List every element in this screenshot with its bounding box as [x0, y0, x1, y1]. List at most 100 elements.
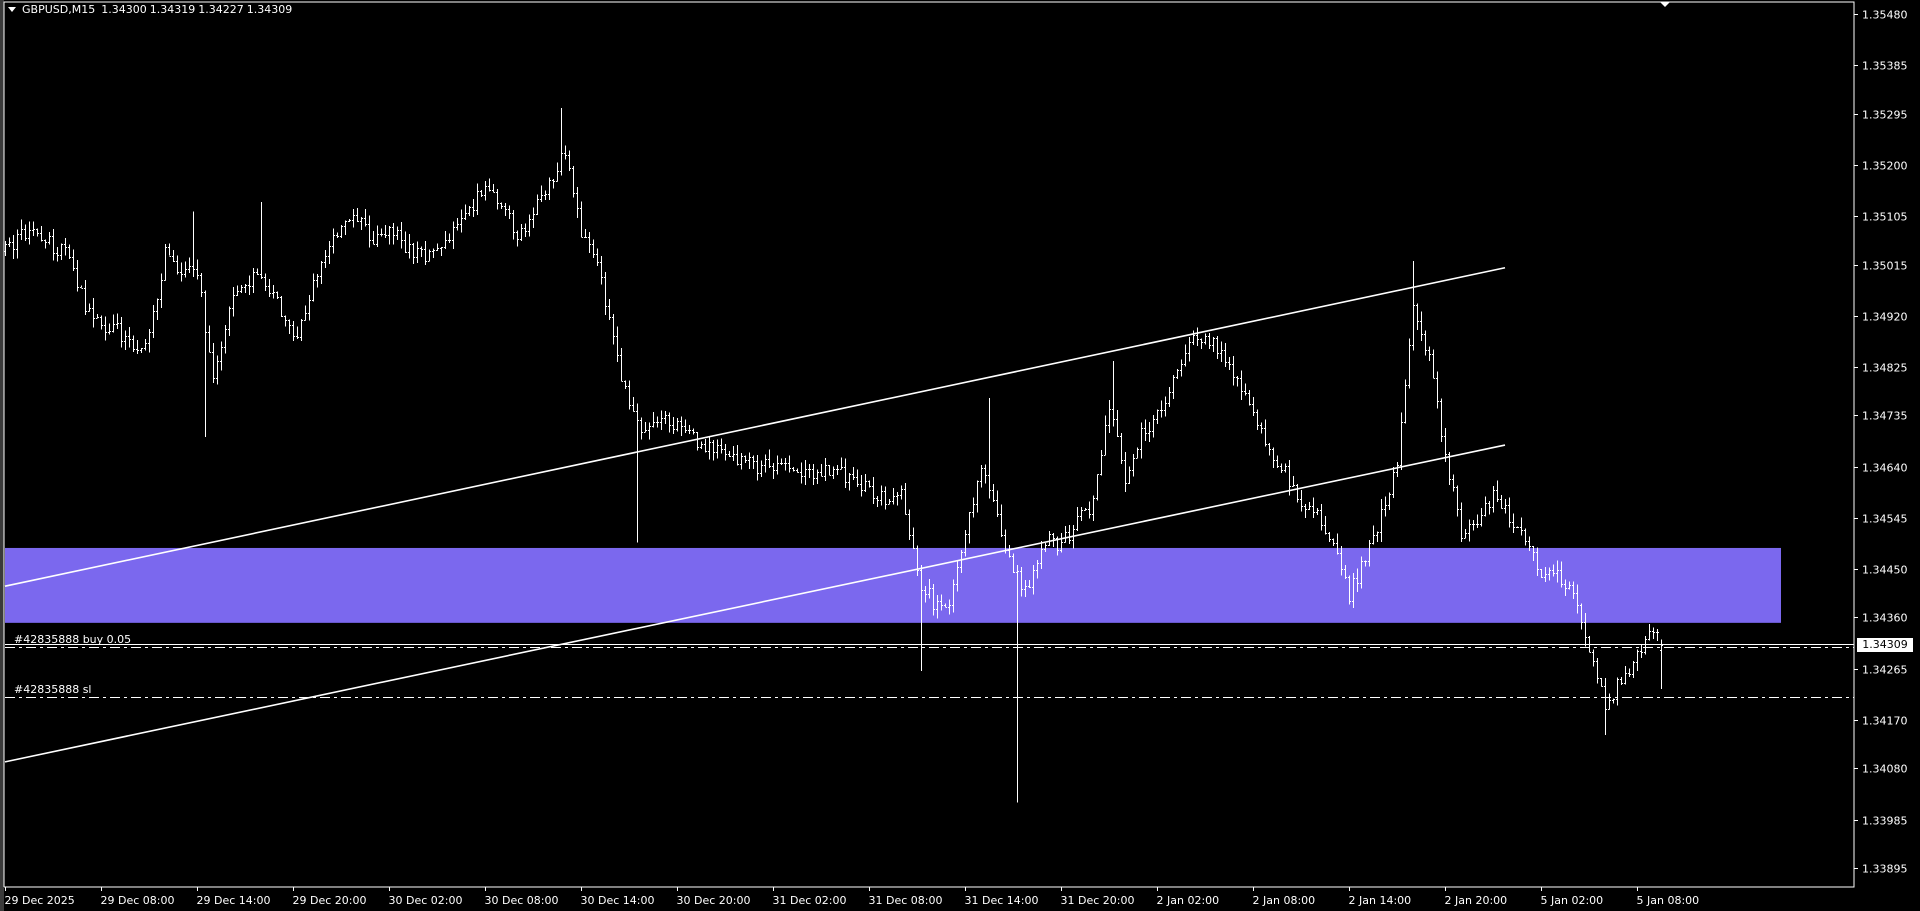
y-tick-label: 1.34360: [1862, 612, 1908, 625]
ohlc-bar: [1396, 461, 1399, 478]
ohlc-bar: [876, 496, 879, 508]
ohlc-bar: [1608, 693, 1611, 710]
ohlc-bar: [1648, 624, 1651, 641]
ohlc-bar: [524, 223, 527, 237]
x-tick-label: 2 Jan 14:00: [1349, 894, 1412, 907]
ohlc-bar: [1316, 508, 1319, 515]
ohlc-bar: [488, 178, 491, 192]
ohlc-bar: [856, 469, 859, 487]
ohlc-bar: [1492, 485, 1495, 513]
ohlc-bar: [100, 315, 103, 330]
ohlc-bar: [816, 469, 819, 484]
ohlc-bar: [532, 207, 535, 229]
ohlc-bar: [536, 194, 539, 216]
lines-layer: [4, 266, 1854, 763]
ohlc-bar: [1624, 665, 1627, 685]
ohlc-bar: [432, 248, 435, 259]
ohlc-bar: [1220, 341, 1223, 363]
ohlc-bar: [172, 249, 175, 262]
ohlc-bar: [248, 275, 251, 296]
y-tick-label: 1.34825: [1862, 362, 1908, 375]
ohlc-bar: [1472, 520, 1475, 531]
ohlc-bar: [444, 231, 447, 249]
ohlc-bar: [1376, 531, 1379, 543]
y-tick-label: 1.34735: [1862, 410, 1908, 423]
ohlc-bar: [700, 441, 703, 450]
ohlc-bar: [68, 244, 71, 260]
ohlc-bar: [744, 455, 747, 464]
ohlc-bar: [1044, 543, 1047, 553]
ohlc-bar: [504, 203, 507, 217]
ohlc-bar: [1384, 496, 1387, 517]
ohlc-bar: [1256, 409, 1259, 430]
ohlc-bar: [36, 228, 39, 237]
ohlc-bar: [1456, 485, 1459, 517]
ohlc-bar: [288, 319, 291, 334]
ohlc-bar: [1200, 338, 1203, 349]
ohlc-bar: [1420, 311, 1423, 342]
ohlc-bar: [1204, 333, 1207, 345]
ohlc-bar: [1156, 409, 1159, 425]
ohlc-bar: [132, 335, 135, 352]
ohlc-bar: [796, 468, 799, 473]
ohlc-bar: [1572, 581, 1575, 600]
ohlc-bar: [216, 355, 219, 385]
ohlc-bar: [1260, 422, 1263, 434]
ohlc-bar: [88, 303, 91, 312]
ohlc-bar: [244, 284, 247, 294]
ohlc-bar: [1544, 566, 1547, 582]
ohlc-bar: [1444, 428, 1447, 463]
ohlc-bar: [304, 305, 307, 321]
ohlc-bar: [888, 499, 891, 505]
ohlc-bar: [500, 202, 503, 209]
ohlc-bar: [376, 225, 379, 248]
ohlc-bar: [1216, 335, 1219, 359]
ohlc-bar: [140, 347, 143, 354]
ohlc-bar: [1496, 480, 1499, 502]
ohlc-bar: [336, 232, 339, 239]
ohlc-bar: [1632, 660, 1635, 678]
ohlc-bar: [1612, 698, 1615, 704]
ohlc-bar: [964, 530, 967, 557]
ohlc-bar: [452, 221, 455, 249]
ohlc-bar: [792, 466, 795, 472]
ohlc-bar: [148, 328, 151, 353]
ohlc-bar: [688, 424, 691, 435]
triangle-down-icon[interactable]: [8, 7, 16, 12]
ohlc-bar: [1548, 567, 1551, 581]
ohlc-bar: [320, 260, 323, 285]
y-tick-label: 1.34920: [1862, 311, 1908, 324]
ohlc-bar: [1000, 504, 1003, 537]
ohlc-bar: [360, 217, 363, 230]
order-sl-label[interactable]: #42835888 sl: [14, 682, 92, 696]
ohlc-bar: [164, 243, 167, 281]
ohlc-bar: [1112, 360, 1115, 427]
ohlc-bar: [1504, 498, 1507, 514]
order-buy-label[interactable]: #42835888 buy 0.05: [14, 632, 132, 646]
ohlc-bar: [1132, 454, 1135, 477]
ohlc-bar: [540, 185, 543, 203]
ohlc-bar: [352, 209, 355, 228]
ohlc-bar: [1032, 564, 1035, 595]
ohlc-bar: [196, 259, 199, 280]
ohlc-bar: [944, 603, 947, 608]
ohlc-bar: [1048, 531, 1051, 546]
ohlc-bar: [824, 457, 827, 482]
ohlc-bar: [932, 583, 935, 616]
ohlc-bar: [1576, 584, 1579, 614]
ohlc-bar: [576, 186, 579, 218]
ohlc-bar: [1164, 396, 1167, 417]
ohlc-bar: [1656, 629, 1659, 641]
ohlc-bar: [1136, 447, 1139, 459]
ohlc-bar: [904, 482, 907, 515]
ohlc-bar: [528, 214, 531, 237]
ohlc-bar: [1228, 356, 1231, 370]
ohlc-bar: [1592, 649, 1595, 667]
y-tick-label: 1.35385: [1862, 60, 1908, 73]
ohlc-bar: [176, 255, 179, 275]
x-tick-label: 31 Dec 20:00: [1061, 894, 1135, 907]
chart-shift-marker-icon[interactable]: [1660, 2, 1670, 7]
ohlc-bar: [624, 380, 627, 390]
ohlc-bar: [580, 201, 583, 238]
